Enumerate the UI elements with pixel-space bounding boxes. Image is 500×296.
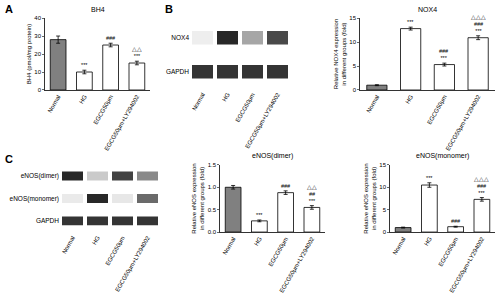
svg-text:BH4: BH4 — [91, 6, 105, 13]
svg-text:EGCG50μm: EGCG50μm — [437, 236, 459, 267]
svg-text:EGCG50μm+LY294002: EGCG50μm+LY294002 — [449, 235, 486, 293]
svg-text:###***: ###*** — [439, 48, 449, 61]
svg-text:***: *** — [81, 62, 88, 68]
svg-text:EGCG50μm+LY294002: EGCG50μm+LY294002 — [244, 91, 281, 149]
svg-text:15: 15 — [349, 15, 356, 21]
svg-text:EGCG50μm+LY294002: EGCG50μm+LY294002 — [445, 93, 482, 151]
svg-text:15: 15 — [379, 162, 386, 168]
svg-text:HG: HG — [91, 235, 101, 246]
svg-text:0: 0 — [383, 229, 387, 235]
svg-text:EGCG50μm: EGCG50μm — [104, 235, 126, 266]
svg-text:30: 30 — [34, 33, 41, 39]
svg-text:20: 20 — [34, 51, 41, 57]
svg-text:EGCG50μm+LY294002: EGCG50μm+LY294002 — [104, 93, 141, 151]
svg-text:Relative eNOS expressionin dif: Relative eNOS expressionin different gro… — [191, 163, 205, 233]
svg-text:△△△###***: △△△###*** — [474, 176, 489, 196]
svg-text:eNOS(monomer): eNOS(monomer) — [416, 152, 469, 160]
svg-text:Normal: Normal — [61, 235, 76, 255]
svg-text:B: B — [165, 3, 173, 15]
svg-text:###: ### — [451, 218, 461, 224]
svg-text:Normal: Normal — [392, 236, 407, 256]
svg-text:1.0: 1.0 — [208, 184, 217, 190]
svg-text:△△***: △△*** — [132, 46, 142, 59]
svg-text:eNOS(dimer): eNOS(dimer) — [252, 152, 293, 160]
svg-text:NOX4: NOX4 — [418, 6, 437, 13]
svg-text:C: C — [5, 153, 13, 165]
svg-text:EGCG50μm+LY294002: EGCG50μm+LY294002 — [279, 235, 316, 293]
svg-text:Normal: Normal — [222, 236, 237, 256]
svg-text:10: 10 — [349, 39, 356, 45]
svg-text:Relative eNOS expressionin dif: Relative eNOS expressionin different gro… — [363, 163, 377, 233]
svg-text:0.5: 0.5 — [208, 207, 217, 213]
svg-text:EGCG50μm: EGCG50μm — [426, 94, 448, 125]
svg-text:GAPDH: GAPDH — [36, 217, 59, 224]
svg-text:40: 40 — [34, 15, 41, 21]
svg-text:eNOS(dimer): eNOS(dimer) — [21, 172, 59, 180]
svg-text:eNOS(monomer): eNOS(monomer) — [10, 195, 59, 203]
svg-text:EGCG50μm: EGCG50μm — [92, 94, 114, 125]
svg-text:NOX4: NOX4 — [171, 34, 189, 41]
svg-text:0: 0 — [353, 87, 357, 93]
svg-text:1.5: 1.5 — [208, 162, 217, 168]
svg-text:EGCG50μm: EGCG50μm — [234, 92, 256, 123]
svg-text:EGCG50μm+LY294002: EGCG50μm+LY294002 — [114, 234, 151, 292]
svg-text:***: *** — [256, 212, 263, 218]
svg-text:10: 10 — [34, 69, 41, 75]
svg-text:***: *** — [407, 19, 414, 25]
svg-text:GAPDH: GAPDH — [166, 68, 189, 75]
svg-text:EGCG50μm: EGCG50μm — [267, 236, 289, 267]
svg-text:0.0: 0.0 — [208, 229, 217, 235]
svg-text:HG: HG — [78, 94, 88, 105]
svg-text:HG: HG — [253, 236, 263, 247]
svg-text:Normal: Normal — [47, 94, 62, 114]
svg-text:0: 0 — [38, 87, 42, 93]
svg-text:HG: HG — [221, 92, 231, 103]
svg-text:△△##***: △△##*** — [307, 184, 317, 204]
svg-text:A: A — [5, 3, 13, 15]
svg-text:###: ### — [106, 35, 116, 41]
svg-text:5: 5 — [353, 63, 357, 69]
svg-text:5: 5 — [383, 207, 387, 213]
svg-text:BH4 (pmol/mg protein): BH4 (pmol/mg protein) — [26, 24, 32, 84]
svg-text:HG: HG — [423, 236, 433, 247]
svg-text:***: *** — [426, 175, 433, 181]
svg-text:Normal: Normal — [365, 94, 380, 114]
svg-text:Normal: Normal — [191, 92, 206, 112]
svg-text:△△△###***: △△△###*** — [471, 14, 486, 34]
svg-text:###: ### — [281, 183, 291, 189]
svg-text:HG: HG — [404, 94, 414, 105]
svg-text:10: 10 — [379, 184, 386, 190]
svg-text:Relative NOX4 expressionin dif: Relative NOX4 expressionin different gro… — [333, 19, 347, 89]
